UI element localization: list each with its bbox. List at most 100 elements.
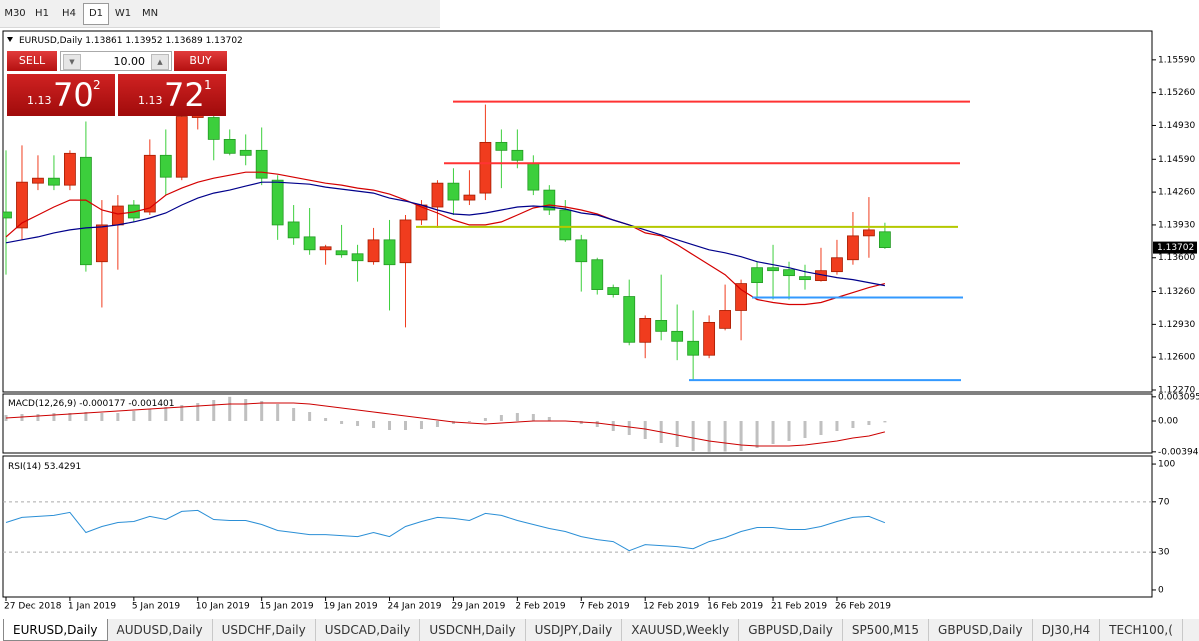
- header-arrow: [7, 37, 13, 42]
- timeframe-button[interactable]: MN: [141, 8, 159, 19]
- histogram-bar: [212, 400, 216, 421]
- histogram-bar: [36, 414, 40, 421]
- candle-body: [335, 250, 348, 256]
- chart-tab[interactable]: USDCHF,Daily: [213, 619, 316, 641]
- histogram-bar: [324, 418, 328, 421]
- chart-tab[interactable]: XAUUSD,Weekly: [622, 619, 740, 641]
- signal-line: [5, 402, 886, 447]
- indicator-header: MACD(12,26,9) -0.000177 -0.001401: [8, 399, 175, 409]
- timeframe-button[interactable]: D1: [83, 3, 109, 25]
- chart-tab[interactable]: GBPUSD,Daily: [929, 619, 1033, 641]
- histogram-bar: [787, 421, 791, 441]
- candle-body: [767, 267, 779, 272]
- histogram-bar: [819, 421, 823, 435]
- y-tick-label: 1.15260: [1158, 88, 1195, 98]
- y-tick-label: 1.13600: [1158, 253, 1195, 263]
- sell-button[interactable]: SELL: [7, 51, 57, 71]
- moving-average: [5, 171, 886, 306]
- indicator-name: RSI(14): [8, 462, 41, 472]
- candle-body: [32, 177, 44, 184]
- chart-tab[interactable]: GBPUSD,Daily: [739, 619, 843, 641]
- candle-body: [431, 182, 444, 208]
- panel-frame: [2, 393, 1153, 454]
- histogram-bar: [356, 421, 360, 426]
- candle-body: [543, 189, 556, 211]
- histogram-bar: [867, 421, 871, 425]
- candle-body: [863, 229, 875, 237]
- one-click-trading: SELL ▼ 10.00 ▲ BUY 1.13 70 2 1.13 72 1: [7, 51, 227, 116]
- lot-field[interactable]: ▼ 10.00 ▲: [60, 51, 172, 71]
- candle-body: [319, 246, 332, 251]
- histogram-bar: [771, 421, 775, 444]
- candle-body: [351, 253, 364, 262]
- y-tick-label: 0.00: [1158, 417, 1178, 427]
- chart-tab[interactable]: SP500,M15: [843, 619, 930, 641]
- price-base: 1.13: [138, 94, 163, 107]
- candle-body: [783, 269, 795, 277]
- lot-down[interactable]: ▼: [63, 54, 81, 70]
- histogram-bar: [388, 421, 392, 430]
- histogram-bar: [627, 421, 631, 435]
- rsi-line: [5, 509, 886, 552]
- x-tick-label: 26 Feb 2019: [835, 602, 891, 612]
- histogram-bar: [116, 413, 120, 421]
- y-tick-label: 1.12270: [1158, 386, 1195, 396]
- y-tick-label: -0.003947: [1158, 447, 1199, 457]
- candle-body: [223, 138, 236, 154]
- candle-body: [655, 319, 668, 332]
- candle-body: [255, 149, 268, 179]
- candle-body: [751, 267, 763, 284]
- timeframe-button[interactable]: M30: [4, 8, 26, 19]
- buy-button[interactable]: BUY: [174, 51, 227, 71]
- y-tick-label: 0.003095: [1158, 392, 1199, 402]
- x-tick-label: 27 Dec 2018: [4, 602, 62, 612]
- ohlc-open: 1.13861: [85, 36, 122, 46]
- histogram-bar: [132, 411, 136, 421]
- y-tick-label: 1.15590: [1158, 55, 1195, 65]
- candle-body: [639, 318, 652, 343]
- price-base: 1.13: [27, 94, 52, 107]
- candle-body: [879, 231, 891, 248]
- candle-body: [671, 330, 684, 342]
- chart-tab[interactable]: AUDUSD,Daily: [108, 619, 213, 641]
- histogram-bar: [435, 421, 439, 427]
- histogram-bar: [164, 407, 168, 421]
- chart-tab[interactable]: EURUSD,Daily: [3, 619, 108, 641]
- timeframe-button[interactable]: H1: [35, 8, 49, 19]
- x-tick-label: 16 Feb 2019: [707, 602, 763, 612]
- candle-body: [799, 276, 811, 281]
- candle-body: [495, 141, 508, 151]
- x-tick-label: 2 Feb 2019: [515, 602, 566, 612]
- chart-tab[interactable]: USDCAD,Daily: [316, 619, 421, 641]
- histogram-bar: [372, 421, 376, 428]
- histogram-bar: [755, 421, 759, 448]
- candle-body: [575, 239, 588, 263]
- candle-body: [735, 283, 747, 311]
- candle-body: [16, 181, 28, 229]
- sell-price[interactable]: 1.13 70 2: [7, 74, 115, 116]
- lot-up[interactable]: ▲: [151, 54, 169, 70]
- panel-plot: [3, 89, 970, 382]
- histogram-bar: [739, 421, 743, 451]
- panel-frame: [2, 455, 1153, 598]
- candle-body: [511, 149, 524, 161]
- chart-tab[interactable]: DJ30,H4: [1033, 619, 1101, 641]
- chart-tab[interactable]: USDCNH,Daily: [420, 619, 526, 641]
- buy-price[interactable]: 1.13 72 1: [118, 74, 226, 116]
- x-tick-label: 24 Jan 2019: [388, 602, 442, 612]
- candle-body: [143, 154, 156, 213]
- chart-header: EURUSD,Daily 1.13861 1.13952 1.13689 1.1…: [19, 36, 243, 46]
- chart-tab[interactable]: USDJPY,Daily: [526, 619, 623, 641]
- timeframe-button[interactable]: W1: [114, 8, 132, 19]
- last-price-box: [1153, 241, 1197, 254]
- histogram-bar: [244, 399, 248, 421]
- histogram-bar: [835, 421, 839, 431]
- y-tick-label: 30: [1158, 548, 1170, 558]
- price-big: 72: [164, 76, 205, 114]
- chart-tab[interactable]: TECH100,(: [1100, 619, 1183, 641]
- x-tick-label: 10 Jan 2019: [196, 602, 250, 612]
- timeframe-button[interactable]: H4: [62, 8, 76, 19]
- histogram-bar: [611, 421, 615, 431]
- candle-body: [607, 287, 620, 295]
- y-tick-label: 1.14930: [1158, 121, 1195, 131]
